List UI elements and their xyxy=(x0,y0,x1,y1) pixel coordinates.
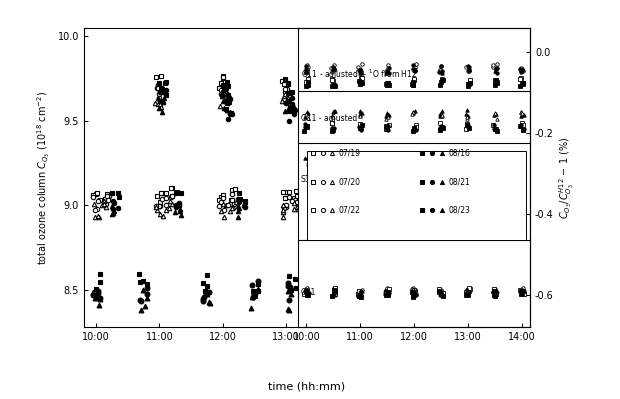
Text: 08/16: 08/16 xyxy=(448,149,470,158)
Text: 07/19: 07/19 xyxy=(339,149,361,158)
Text: time (hh:mm): time (hh:mm) xyxy=(268,381,345,391)
Text: G11 - adjusted: G11 - adjusted xyxy=(301,115,357,123)
Y-axis label: total ozone column $C_{O_3}$ (10$^{18}$ cm$^{-2}$): total ozone column $C_{O_3}$ (10$^{18}$ … xyxy=(35,91,52,265)
Text: 08/21: 08/21 xyxy=(448,177,470,186)
Text: 07/22: 07/22 xyxy=(339,205,361,214)
Text: 07/20: 07/20 xyxy=(339,177,361,186)
Text: G11: G11 xyxy=(301,288,316,297)
Bar xyxy=(308,151,526,240)
Text: G11 - adjusted + $^{1}$O from H12: G11 - adjusted + $^{1}$O from H12 xyxy=(301,67,417,82)
Text: 08/23: 08/23 xyxy=(448,205,470,214)
Y-axis label: $C_{O_3}$/$C_{O_3}^{H12}$ − 1 (%): $C_{O_3}$/$C_{O_3}^{H12}$ − 1 (%) xyxy=(558,136,576,219)
Text: S15: S15 xyxy=(301,175,315,184)
